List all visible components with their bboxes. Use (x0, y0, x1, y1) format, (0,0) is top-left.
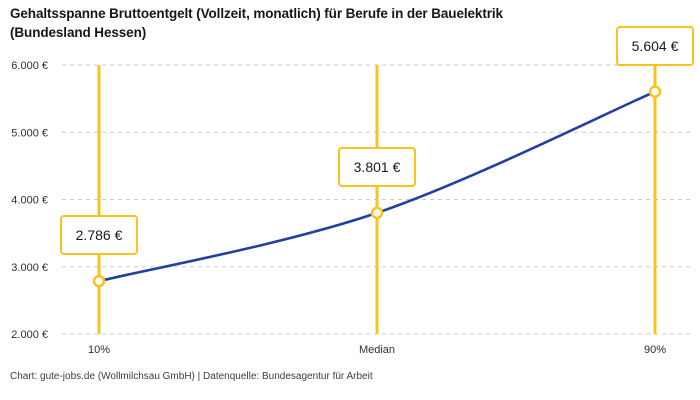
y-tick-label: 2.000 € (11, 329, 48, 341)
value-label-90%: 5.604 € (616, 25, 694, 66)
value-label-Median: 3.801 € (338, 146, 416, 187)
x-tick-label: 10% (88, 344, 110, 356)
data-point-10% (92, 274, 106, 288)
y-tick-label: 3.000 € (11, 262, 48, 274)
value-label-10%: 2.786 € (60, 215, 138, 256)
chart-title-line1: Gehaltsspanne Bruttoentgelt (Vollzeit, m… (10, 6, 503, 21)
y-tick-label: 6.000 € (11, 60, 48, 72)
data-point-Median (370, 206, 384, 220)
chart-title: Gehaltsspanne Bruttoentgelt (Vollzeit, m… (10, 5, 630, 42)
y-tick-label: 5.000 € (11, 127, 48, 139)
chart-title-line2: (Bundesland Hessen) (10, 24, 147, 40)
data-point-90% (648, 85, 662, 98)
x-tick-label: Median (359, 344, 395, 356)
y-tick-label: 4.000 € (11, 195, 48, 207)
x-tick-label: 90% (644, 344, 666, 356)
chart-source-footer: Chart: gute-jobs.de (Wollmilchsau GmbH) … (10, 371, 373, 382)
